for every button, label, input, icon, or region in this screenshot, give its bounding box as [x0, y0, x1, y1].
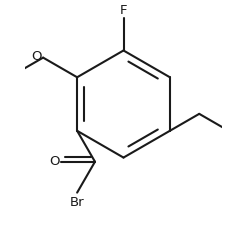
Text: O: O: [31, 50, 41, 63]
Text: F: F: [120, 4, 127, 17]
Text: O: O: [49, 155, 59, 168]
Text: Br: Br: [70, 196, 84, 209]
